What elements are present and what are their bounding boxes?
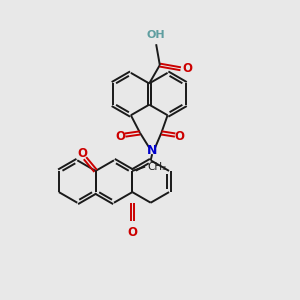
- Text: O: O: [182, 62, 192, 75]
- Text: N: N: [147, 144, 158, 157]
- Text: O: O: [175, 130, 184, 143]
- Text: OH: OH: [147, 30, 166, 40]
- Text: O: O: [127, 226, 137, 239]
- Text: O: O: [77, 147, 87, 160]
- Text: CH₃: CH₃: [147, 162, 167, 172]
- Text: O: O: [116, 130, 126, 143]
